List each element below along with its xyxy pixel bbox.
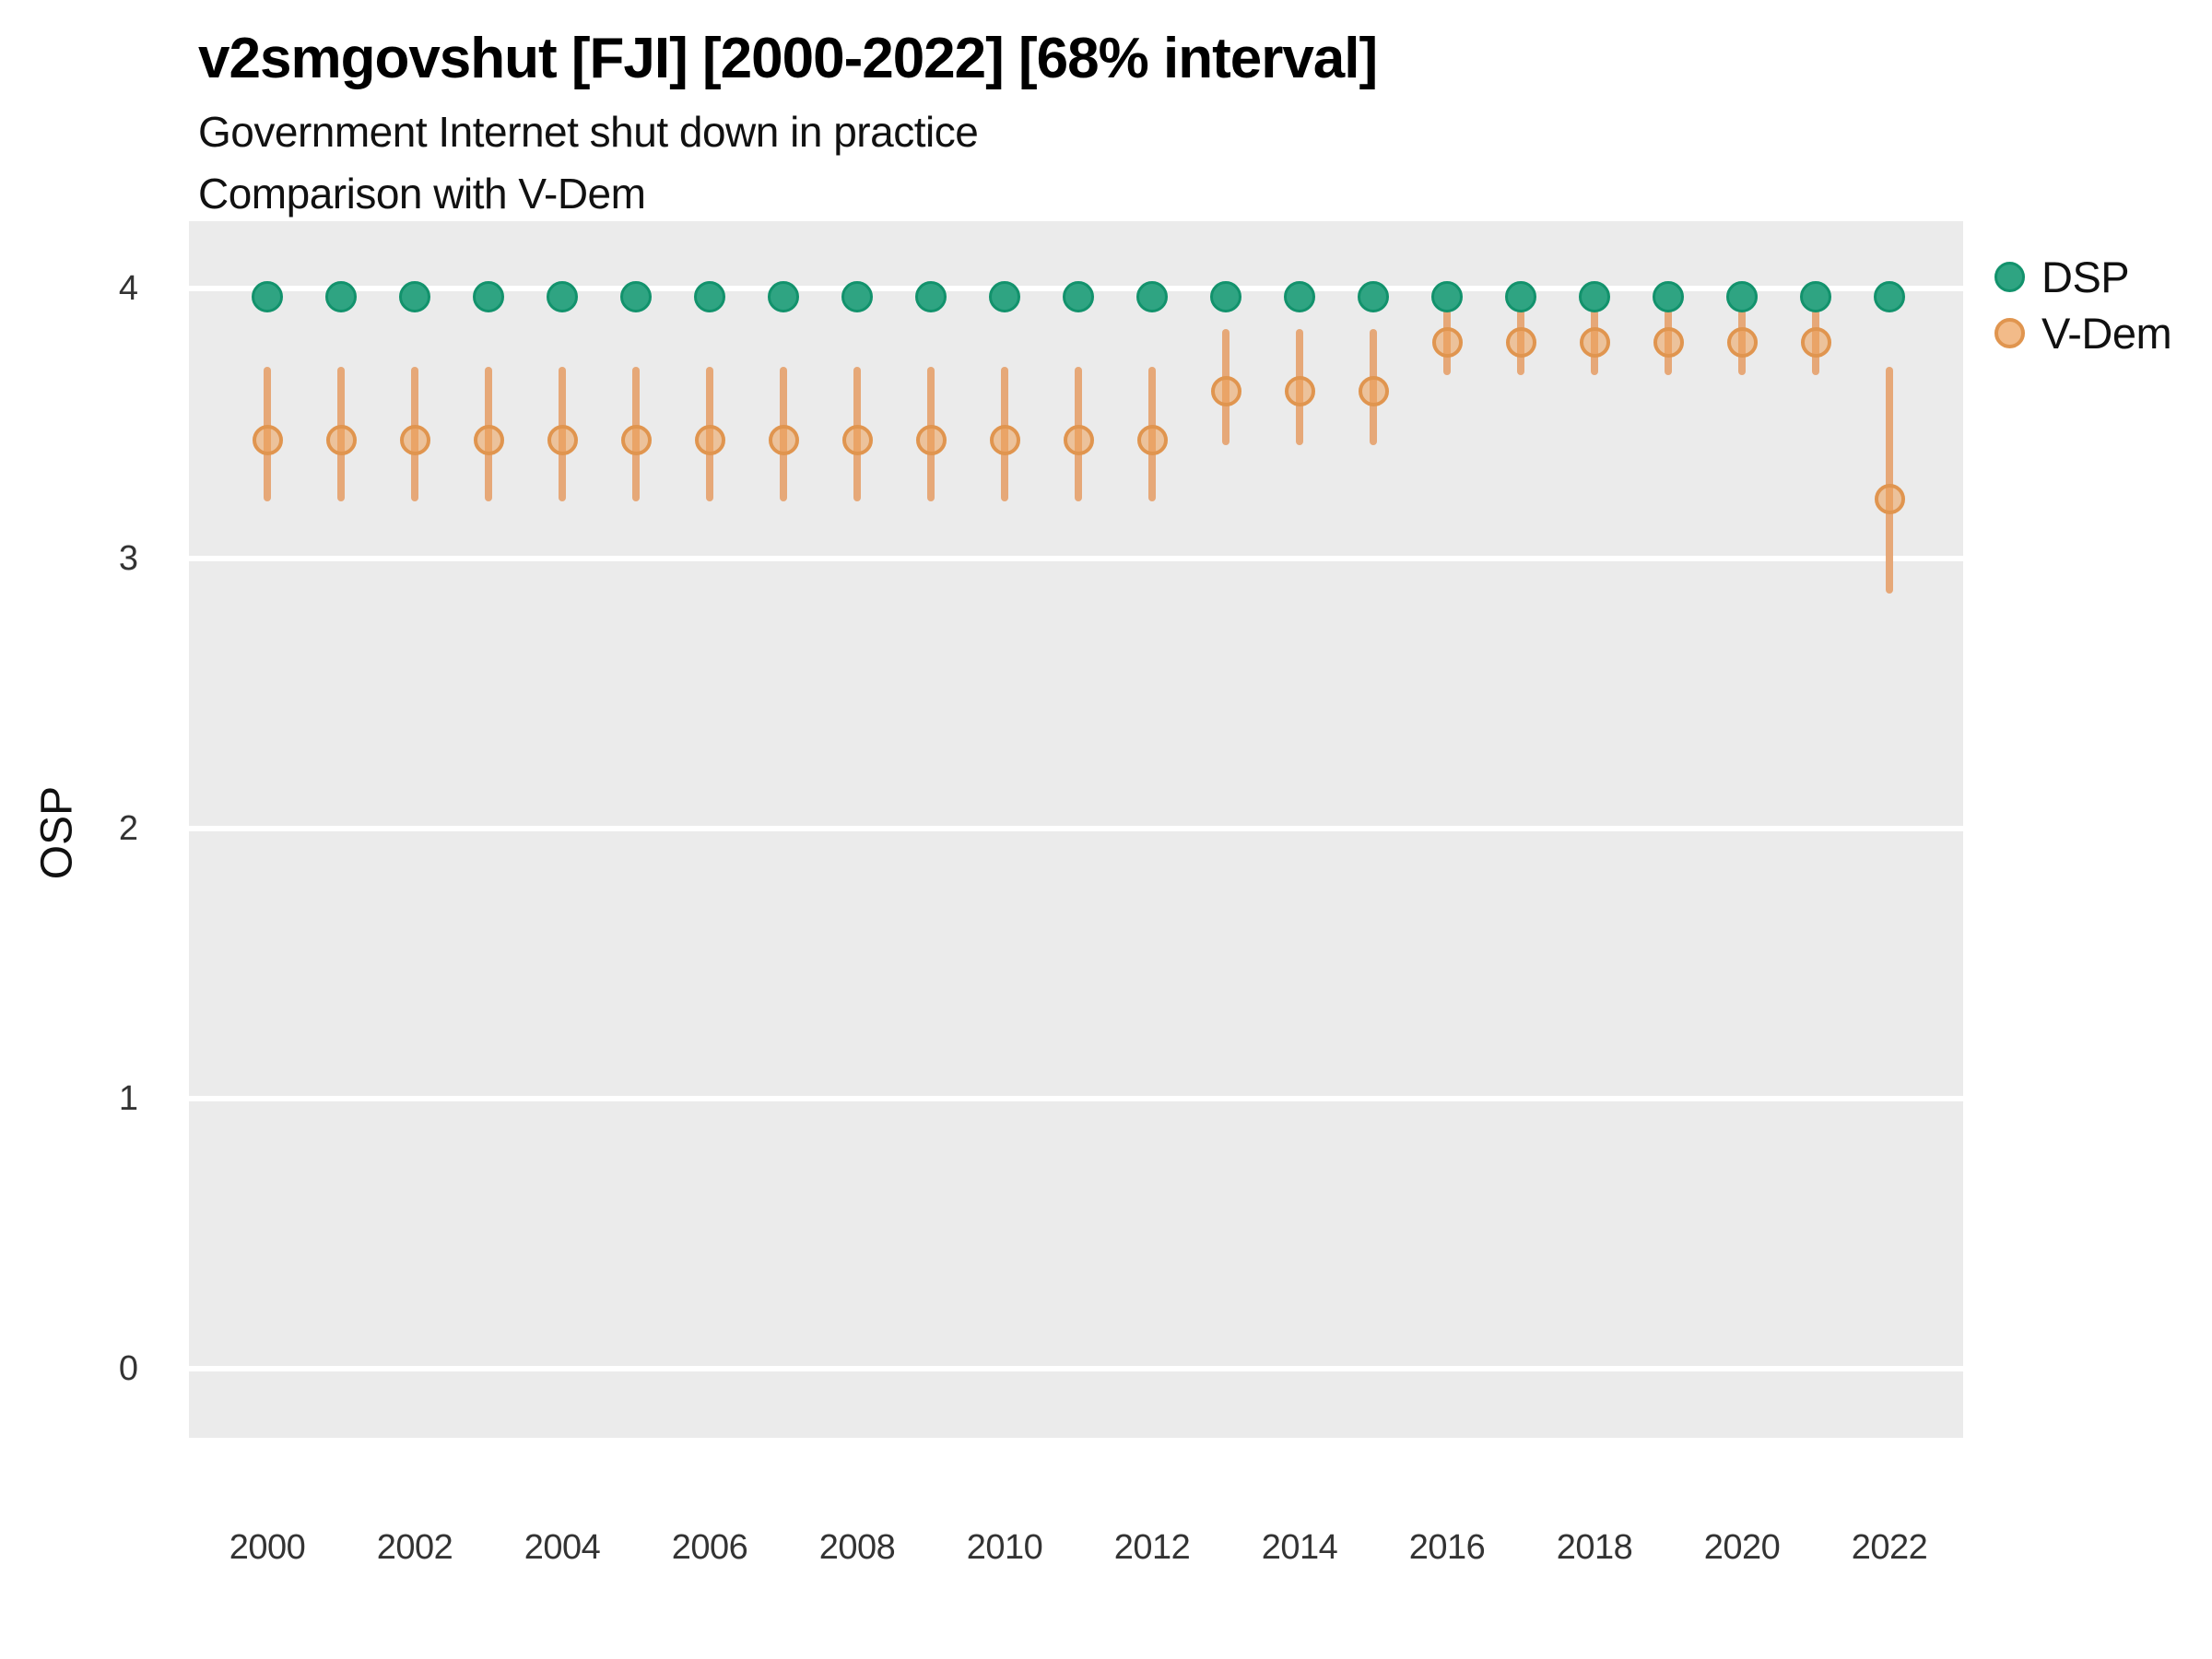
- dsp-point: [1063, 280, 1094, 312]
- dsp-point: [547, 280, 578, 312]
- dsp-point: [1579, 280, 1610, 312]
- vdem-point: [1653, 327, 1684, 359]
- dsp-point: [1210, 280, 1241, 312]
- vdem-point: [1063, 424, 1094, 455]
- vdem-point: [1579, 327, 1610, 359]
- dsp-point: [325, 280, 357, 312]
- dsp-point: [1431, 280, 1463, 312]
- x-tick-label: 2004: [524, 1528, 601, 1567]
- y-tick-label: 1: [118, 1079, 138, 1118]
- dsp-point: [1358, 280, 1389, 312]
- vdem-point: [768, 424, 799, 455]
- dsp-point: [694, 280, 725, 312]
- dsp-point: [1800, 280, 1831, 312]
- vdem-point: [620, 424, 652, 455]
- x-tick-label: 2012: [1113, 1528, 1191, 1567]
- vdem-interval-bar: [1886, 366, 1893, 594]
- plot-panel: [189, 221, 1963, 1438]
- vdem-point: [1431, 327, 1463, 359]
- vdem-point: [547, 424, 578, 455]
- x-tick-label: 2014: [1261, 1528, 1338, 1567]
- vdem-point: [473, 424, 504, 455]
- vdem-point: [694, 424, 725, 455]
- vdem-legend-dot-icon: [1994, 318, 2025, 348]
- vdem-point: [1505, 327, 1536, 359]
- dsp-point: [989, 280, 1020, 312]
- chart-subtitle-1: Government Internet shut down in practic…: [198, 108, 979, 156]
- vdem-point: [1136, 424, 1168, 455]
- y-tick-label: 3: [118, 539, 138, 578]
- legend-entry-dsp: DSP: [1991, 249, 2171, 305]
- gridline-y-2: [189, 826, 1963, 831]
- vdem-point: [989, 424, 1020, 455]
- x-tick-label: 2022: [1851, 1528, 1928, 1567]
- x-tick-label: 2006: [671, 1528, 748, 1567]
- x-tick-label: 2008: [818, 1528, 896, 1567]
- dsp-point: [1874, 280, 1905, 312]
- x-tick-label: 2018: [1556, 1528, 1633, 1567]
- vdem-point: [1358, 375, 1389, 406]
- dsp-point: [399, 280, 430, 312]
- dsp-point: [1653, 280, 1684, 312]
- dsp-point: [252, 280, 283, 312]
- dsp-point: [1284, 280, 1315, 312]
- vdem-point: [1210, 375, 1241, 406]
- legend-label-dsp: DSP: [2041, 253, 2130, 301]
- y-tick-label: 2: [118, 809, 138, 848]
- dsp-point: [1136, 280, 1168, 312]
- legend: DSP V-Dem: [1991, 249, 2172, 361]
- x-tick-label: 2002: [376, 1528, 453, 1567]
- x-tick-label: 2016: [1408, 1528, 1486, 1567]
- dsp-point: [841, 280, 873, 312]
- chart-title: v2smgovshut [FJI] [2000-2022] [68% inter…: [198, 27, 1378, 90]
- dsp-point: [620, 280, 652, 312]
- gridline-y-3: [189, 556, 1963, 561]
- legend-label-vdem: V-Dem: [2041, 309, 2172, 358]
- chart-subtitle-2: Comparison with V-Dem: [198, 170, 646, 218]
- vdem-point: [1800, 327, 1831, 359]
- vdem-point: [252, 424, 283, 455]
- vdem-point: [1284, 375, 1315, 406]
- vdem-point: [1726, 327, 1758, 359]
- gridline-y-1: [189, 1096, 1963, 1101]
- x-tick-label: 2010: [966, 1528, 1043, 1567]
- dsp-legend-dot-icon: [1994, 262, 2025, 292]
- legend-entry-vdem: V-Dem: [1991, 305, 2172, 361]
- dsp-point: [1726, 280, 1758, 312]
- dsp-point: [768, 280, 799, 312]
- dsp-point: [1505, 280, 1536, 312]
- y-tick-label: 0: [118, 1349, 138, 1388]
- vdem-point: [841, 424, 873, 455]
- x-tick-label: 2020: [1703, 1528, 1781, 1567]
- vdem-point: [399, 424, 430, 455]
- vdem-point: [915, 424, 947, 455]
- y-tick-label: 4: [118, 269, 138, 308]
- vdem-point: [325, 424, 357, 455]
- gridline-y-0: [189, 1366, 1963, 1371]
- dsp-point: [915, 280, 947, 312]
- x-tick-label: 2000: [229, 1528, 306, 1567]
- dsp-point: [473, 280, 504, 312]
- vdem-point: [1874, 484, 1905, 515]
